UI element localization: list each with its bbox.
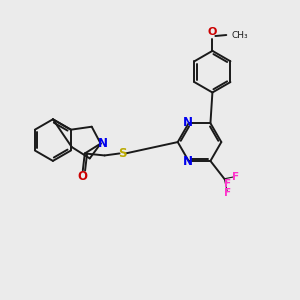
Text: N: N (183, 116, 193, 129)
Text: F: F (224, 179, 231, 189)
Text: S: S (118, 147, 127, 160)
Text: N: N (183, 155, 193, 168)
Text: F: F (232, 172, 239, 182)
Text: N: N (98, 137, 108, 150)
Text: CH₃: CH₃ (231, 31, 248, 40)
Text: F: F (224, 188, 231, 198)
Text: O: O (208, 27, 217, 37)
Text: O: O (78, 170, 88, 183)
